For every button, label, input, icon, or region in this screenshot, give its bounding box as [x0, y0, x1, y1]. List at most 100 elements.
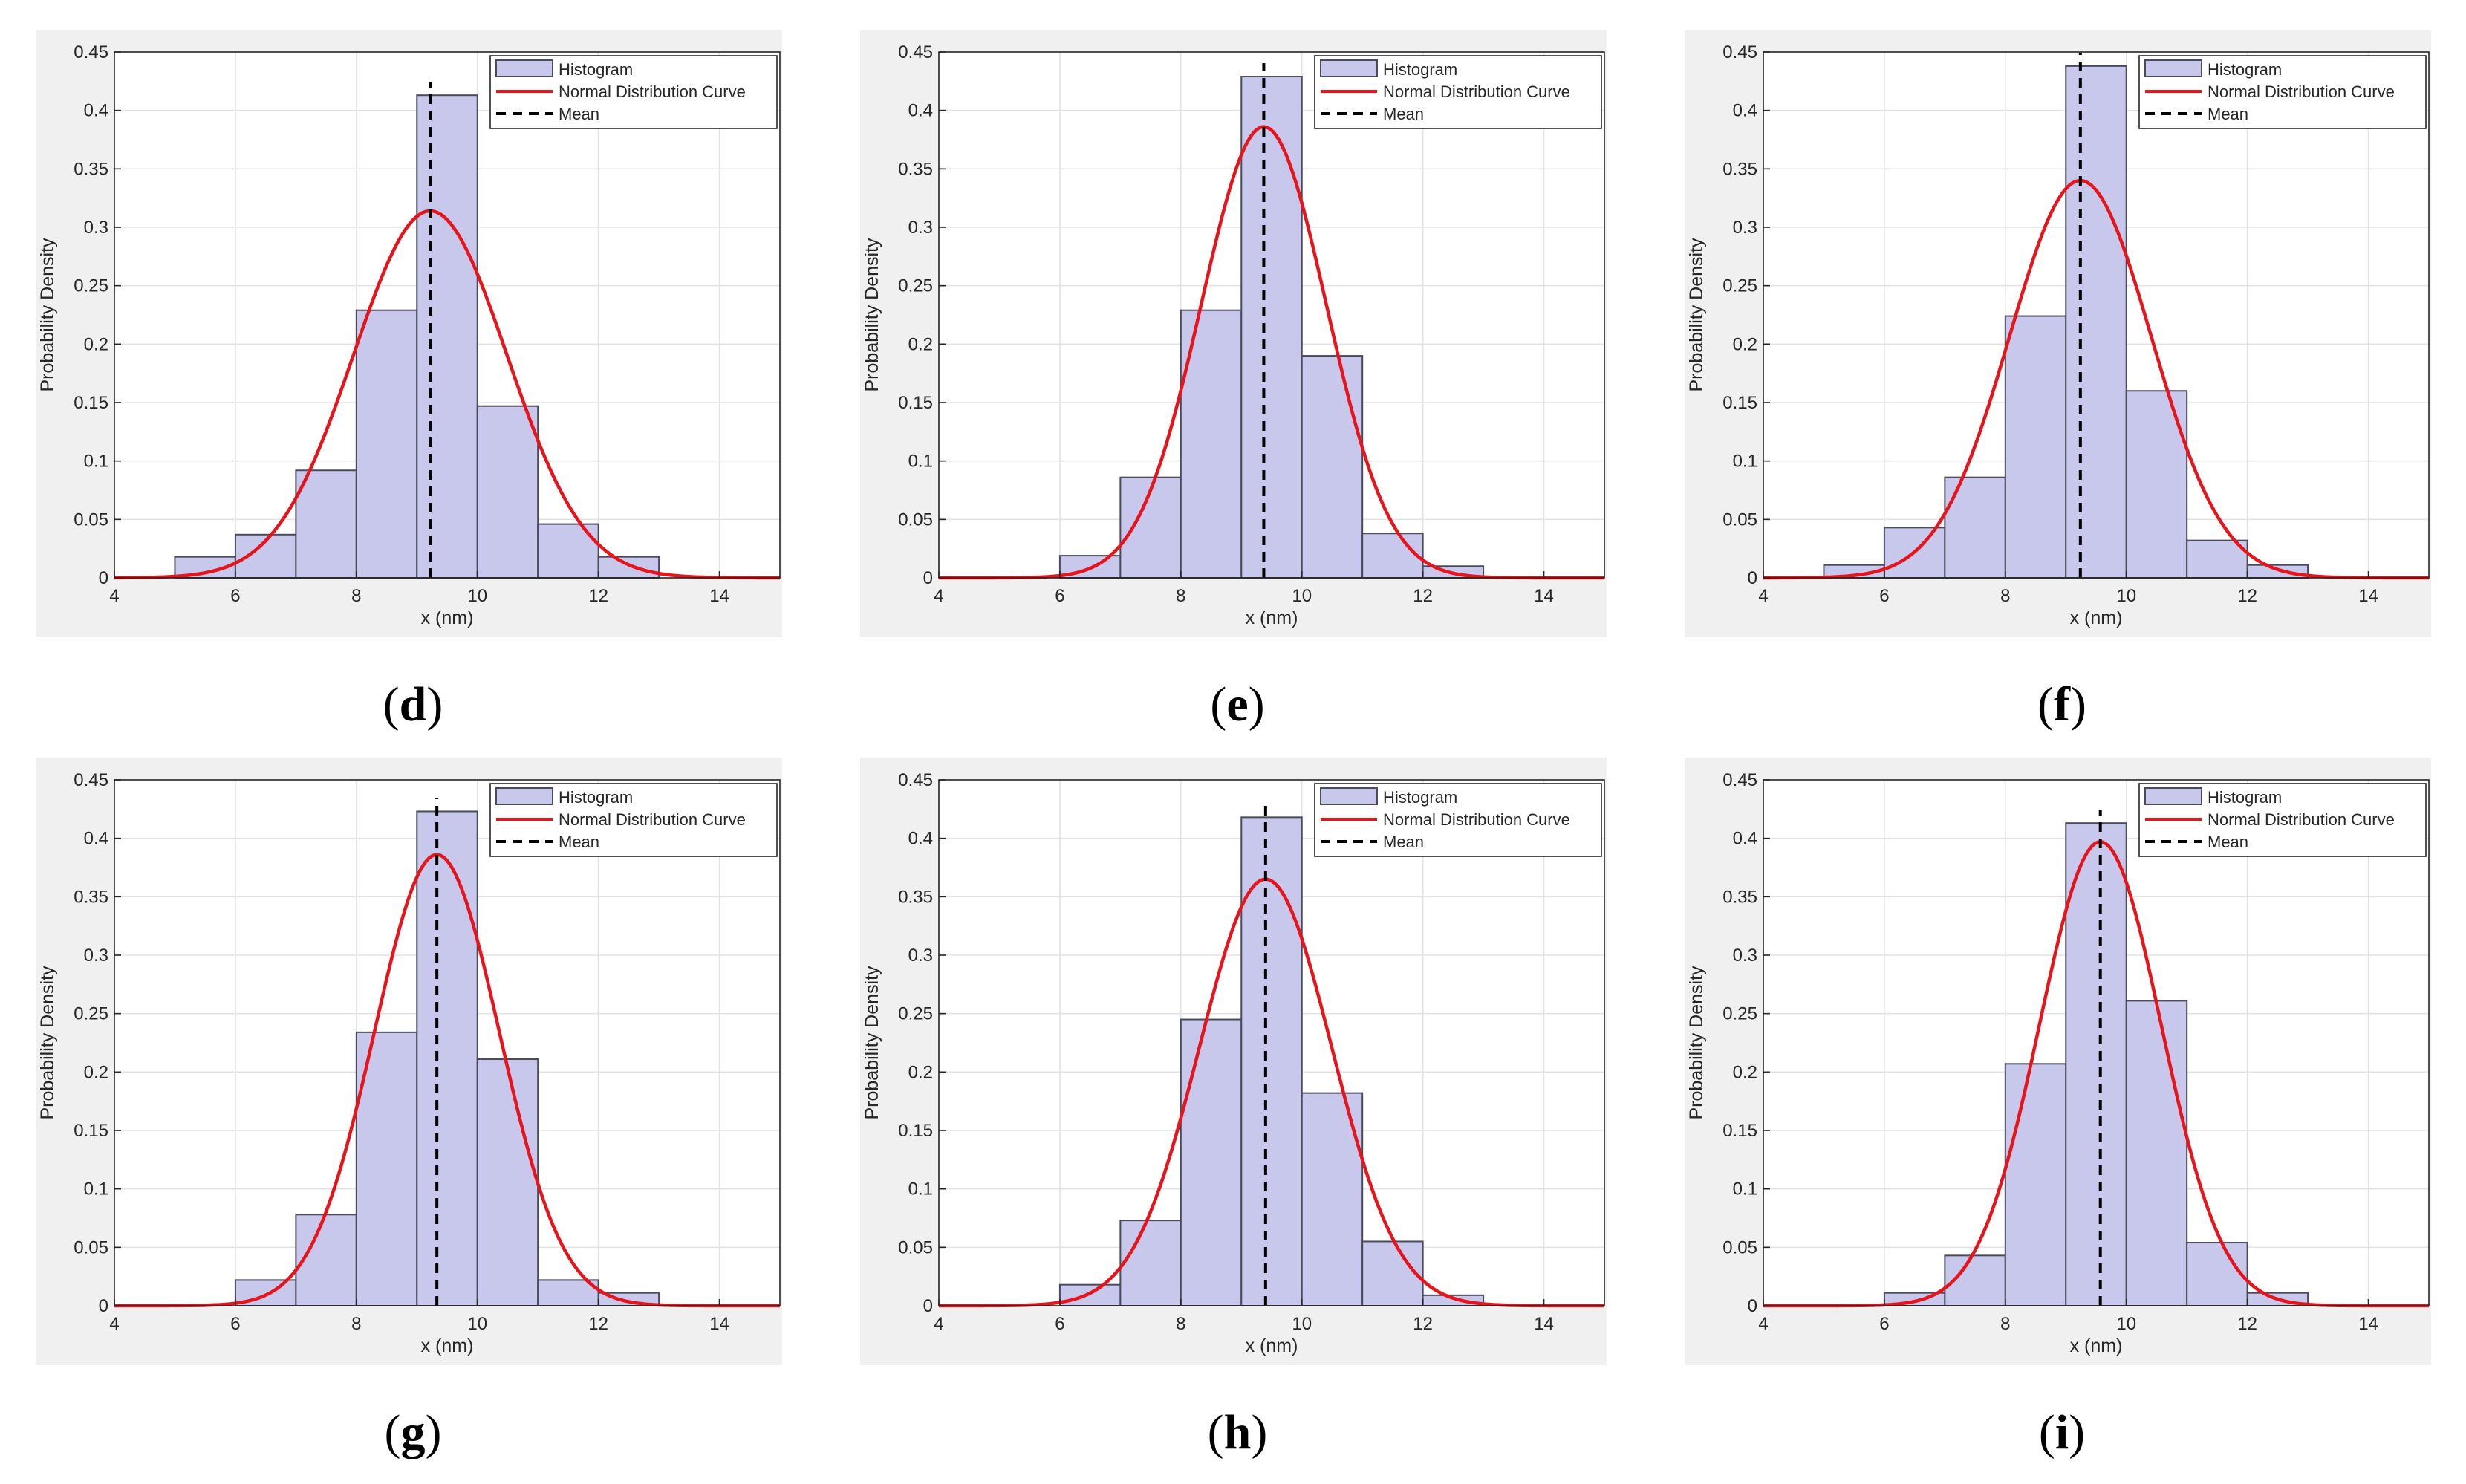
legend-mean-label: Mean	[559, 833, 599, 851]
legend: Histogram Normal Distribution Curve Mean	[1314, 783, 1602, 857]
y-tick-label: 0.1	[1733, 1179, 1757, 1200]
y-tick-label: 0.25	[898, 276, 933, 296]
histogram-bar	[597, 556, 660, 579]
y-axis-label: Probability Density	[862, 966, 882, 1120]
x-tick-label: 4	[934, 1314, 943, 1334]
legend-mean-label: Mean	[1383, 105, 1424, 123]
legend-histogram-label: Histogram	[1383, 60, 1457, 79]
histogram-bar	[537, 1279, 599, 1307]
histogram-bar	[2004, 315, 2067, 579]
x-tick-label: 10	[2116, 1314, 2136, 1334]
x-tick-label: 6	[230, 586, 240, 606]
x-tick-label: 4	[109, 1314, 119, 1334]
y-tick-label: 0.15	[898, 1121, 933, 1141]
y-tick-label: 0.45	[1722, 42, 1757, 62]
y-tick-label: 0.4	[1733, 101, 1757, 121]
y-tick-label: 0.2	[1733, 1062, 1757, 1082]
histogram-bar	[476, 1058, 539, 1306]
y-tick-label: 0.05	[898, 510, 933, 530]
legend-curve-label: Normal Distribution Curve	[2208, 82, 2395, 101]
legend-histogram-label: Histogram	[559, 788, 633, 807]
x-tick-label: 14	[2358, 1314, 2378, 1334]
histogram-bar	[2004, 1063, 2067, 1306]
x-tick-label: 6	[1879, 586, 1889, 606]
y-tick-label: 0.35	[898, 887, 933, 907]
panel-caption: (g)	[385, 1405, 442, 1459]
x-tick-label: 4	[934, 586, 943, 606]
y-axis-label: Probability Density	[1686, 966, 1707, 1120]
x-axis-label: x (nm)	[421, 1335, 474, 1356]
y-tick-label: 0.35	[74, 159, 108, 179]
histogram-bar	[1240, 76, 1303, 579]
x-axis-label: x (nm)	[2070, 1335, 2123, 1356]
y-tick-label: 0	[99, 568, 108, 588]
legend-curve-label: Normal Distribution Curve	[1383, 810, 1570, 829]
normal-distribution-curve	[1763, 178, 2429, 580]
x-tick-label: 14	[709, 1314, 729, 1334]
normal-distribution-curve	[114, 209, 780, 580]
legend: Histogram Normal Distribution Curve Mean	[2138, 783, 2427, 857]
x-tick-label: 12	[588, 1314, 608, 1334]
y-tick-label: 0.4	[908, 101, 933, 121]
histogram-bar	[355, 1031, 418, 1306]
chart-panel-f: 4 6 8 10 12 14 0 0.05 0.1 0.15 0.2 0.25 0.3 0.35 0.4 0.…	[1685, 30, 2431, 732]
x-tick-label: 12	[2237, 1314, 2257, 1334]
x-tick-label: 8	[1176, 1314, 1185, 1334]
axes-frame	[114, 51, 781, 579]
panel-letter: d	[400, 677, 427, 732]
histogram-bar	[295, 469, 357, 579]
y-tick-label: 0.15	[1722, 1121, 1757, 1141]
y-tick-label: 0.1	[908, 452, 933, 472]
legend-histogram-label: Histogram	[2208, 60, 2282, 79]
y-tick-label: 0.1	[1733, 452, 1757, 472]
histogram-bar	[295, 1214, 357, 1307]
y-tick-label: 0.3	[84, 218, 108, 238]
y-tick-label: 0.05	[1722, 510, 1757, 530]
x-tick-label: 10	[1292, 586, 1312, 606]
y-tick-label: 0.2	[908, 1062, 933, 1082]
panel-letter: i	[2055, 1405, 2069, 1459]
axes-frame	[1763, 779, 2430, 1306]
y-axis-label: Probability Density	[37, 238, 58, 392]
histogram-bar	[1119, 1220, 1182, 1306]
x-tick-label: 14	[709, 586, 729, 606]
legend-mean-label: Mean	[559, 105, 599, 123]
y-tick-label: 0	[1748, 568, 1757, 588]
x-tick-label: 6	[1879, 1314, 1889, 1334]
x-axis-label: x (nm)	[1246, 1335, 1298, 1356]
legend: Histogram Normal Distribution Curve Mean	[489, 55, 778, 129]
x-tick-label: 12	[1413, 586, 1433, 606]
legend-mean-label: Mean	[2208, 105, 2248, 123]
legend-histogram-swatch	[2144, 787, 2202, 805]
chart-panel-e: 4 6 8 10 12 14 0 0.05 0.1 0.15 0.2 0.25 0.3 0.35 0.4 0.…	[860, 30, 1607, 732]
y-tick-label: 0.1	[84, 1179, 108, 1200]
legend-histogram-label: Histogram	[2208, 788, 2282, 807]
histogram-bar	[2186, 1242, 2248, 1307]
histogram-bar	[1301, 355, 1364, 579]
x-tick-label: 14	[1534, 1314, 1554, 1334]
y-tick-label: 0.3	[908, 218, 933, 238]
legend-mean-label: Mean	[2208, 833, 2248, 851]
y-tick-label: 0.2	[84, 1062, 108, 1082]
y-tick-label: 0.05	[1722, 1237, 1757, 1257]
x-tick-label: 8	[2000, 1314, 2010, 1334]
y-tick-label: 0.45	[1722, 770, 1757, 790]
histogram-bar	[2186, 539, 2248, 579]
panel-caption: (i)	[2039, 1405, 2085, 1459]
y-tick-label: 0.4	[84, 101, 108, 121]
legend: Histogram Normal Distribution Curve Mean	[2138, 55, 2427, 129]
panel-letter: e	[1226, 677, 1248, 732]
x-tick-label: 10	[467, 586, 487, 606]
x-axis-label: x (nm)	[1246, 608, 1298, 628]
x-tick-label: 14	[1534, 586, 1554, 606]
y-tick-label: 0.25	[74, 276, 108, 296]
y-tick-label: 0.45	[74, 770, 108, 790]
chart-panel-h: 4 6 8 10 12 14 0 0.05 0.1 0.15 0.2 0.25 0.3 0.35 0.4 0.…	[860, 758, 1607, 1459]
y-tick-label: 0.05	[74, 1237, 108, 1257]
histogram-bar	[1944, 1254, 2006, 1307]
y-axis-label: Probability Density	[1686, 238, 1707, 392]
y-tick-label: 0.3	[908, 946, 933, 966]
legend-curve-label: Normal Distribution Curve	[2208, 810, 2395, 829]
legend-histogram-swatch	[2144, 59, 2202, 77]
y-tick-label: 0.2	[1733, 334, 1757, 354]
